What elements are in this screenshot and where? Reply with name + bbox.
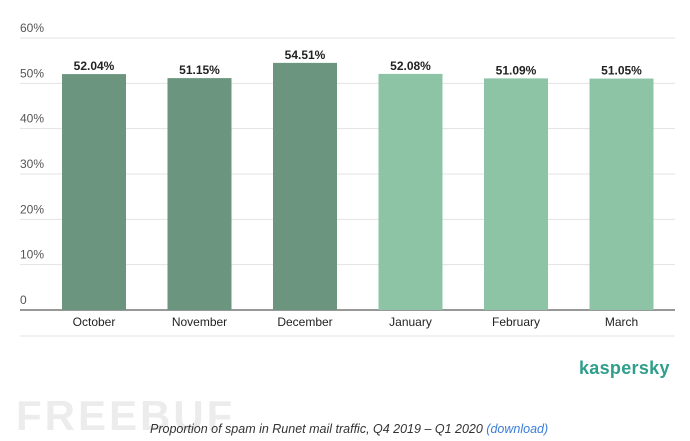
bars — [62, 62, 654, 311]
data-label: 51.09% — [496, 63, 537, 77]
bar-october — [62, 74, 126, 311]
data-label: 54.51% — [285, 48, 326, 62]
bar-december — [273, 62, 337, 310]
bar-march — [589, 78, 654, 310]
data-label: 51.05% — [601, 64, 642, 78]
y-tick-label: 40% — [20, 112, 44, 126]
y-tick-label: 60% — [20, 21, 44, 35]
chart-caption: Proportion of spam in Runet mail traffic… — [150, 422, 548, 436]
y-tick-label: 20% — [20, 202, 44, 216]
data-label: 52.04% — [74, 59, 115, 73]
freebuf-watermark: FREEBUF — [16, 392, 236, 439]
caption-text: Proportion of spam in Runet mail traffic… — [150, 422, 487, 436]
x-tick-label: October — [73, 315, 116, 329]
y-tick-label: 50% — [20, 66, 44, 80]
data-label: 51.15% — [179, 63, 220, 77]
kaspersky-logo: kaspersky — [579, 358, 670, 378]
y-tick-label: 30% — [20, 157, 44, 171]
y-tick-label: 0 — [20, 293, 27, 307]
bar-february — [484, 78, 548, 310]
x-tick-label: February — [492, 315, 540, 329]
download-link[interactable]: (download) — [486, 422, 549, 436]
x-tick-label: December — [277, 315, 332, 329]
x-tick-label: January — [389, 315, 432, 329]
y-tick-label: 10% — [20, 248, 44, 262]
data-label: 52.08% — [390, 59, 431, 73]
x-tick-label: November — [172, 315, 227, 329]
bar-november — [167, 78, 232, 311]
bar-january — [378, 73, 443, 311]
labels: 0 10% 20% 30% 40% 50% 60% 52.04% October 51.15% No… — [20, 21, 642, 329]
x-tick-label: March — [605, 315, 638, 329]
grid-lines — [20, 37, 675, 337]
